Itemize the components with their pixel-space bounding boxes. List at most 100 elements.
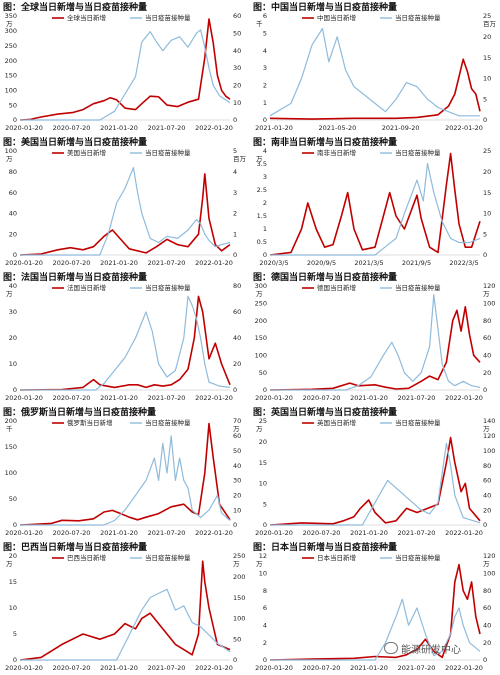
- chart-svg: 图：美国当日新增与当日疫苗接种量 0 20 40 60 80 100 0 1 2 3 4 5 万 百万 202…: [3, 137, 247, 267]
- x-tick-label: 2022/3/5: [449, 259, 478, 267]
- y-left-tick-label: 10: [259, 570, 267, 578]
- y-left-tick-label: 4: [263, 147, 267, 155]
- y-right-tick-label: 20: [233, 491, 241, 499]
- y-left-tick-label: 30: [9, 308, 17, 316]
- y-left-tick-label: 250: [255, 300, 267, 308]
- y-right-tick-label: 20: [233, 82, 241, 90]
- y-right-tick-label: 25: [483, 12, 491, 20]
- y-left-tick-label: 2: [263, 639, 267, 647]
- y-left-tick-label: 0: [13, 116, 17, 124]
- x-tick-label: 2022-01-20: [195, 529, 233, 537]
- legend-label-cases: 南非当日新增: [317, 148, 356, 157]
- y-left-tick-label: 150: [5, 443, 17, 451]
- chart-panel: 图：德国当日新增与当日疫苗接种量 0 50 100 150 200 250 300 0 20 40 6…: [252, 272, 498, 405]
- legend-label-cases: 德国当日新增: [317, 283, 356, 292]
- y-left-unit: 万: [256, 290, 263, 298]
- y-left-tick-label: 4: [263, 622, 267, 630]
- chart-panel: 图：巴西当日新增与当日疫苗接种量 0 5 10 15 20 0 50 100 150 200 250 万…: [2, 542, 248, 675]
- y-left-tick-label: 2: [263, 199, 267, 207]
- y-left-unit: 万: [6, 155, 13, 163]
- y-right-tick-label: 120: [483, 282, 495, 290]
- y-right-tick-label: 5: [483, 95, 487, 103]
- y-right-tick-label: 40: [483, 491, 491, 499]
- chart-title: 图：德国当日新增与当日疫苗接种量: [253, 272, 397, 283]
- chart-title: 图：全球当日新增与当日疫苗接种量: [3, 2, 147, 13]
- y-left-tick-label: 20: [9, 334, 17, 342]
- x-tick-label: 2020-07-20: [53, 259, 91, 267]
- y-right-tick-label: 60: [483, 334, 491, 342]
- series-line-vaccine: [20, 29, 231, 121]
- series-line-vaccine: [20, 435, 231, 526]
- y-left-unit: 千: [256, 19, 263, 28]
- x-tick-label: 2020-07-20: [53, 529, 91, 537]
- y-left-tick-label: 5: [13, 630, 17, 638]
- x-tick-label: 2020-01-20: [5, 394, 43, 402]
- x-tick-label: 2022-01-20: [195, 124, 233, 132]
- x-tick-label: 2021-05-20: [318, 124, 356, 132]
- y-left-tick-label: 6: [263, 604, 267, 612]
- series-line-vaccine: [270, 442, 481, 526]
- legend-label-cases: 俄罗斯当日新增: [67, 418, 113, 427]
- chart-title: 图：英国当日新增与当日疫苗接种量: [253, 407, 397, 418]
- y-right-tick-label: 80: [483, 317, 491, 325]
- y-right-tick-label: 20: [483, 369, 491, 377]
- y-right-tick-label: 20: [483, 33, 491, 41]
- y-left-tick-label: 0: [263, 386, 267, 394]
- y-left-tick-label: 10: [259, 480, 267, 488]
- legend-label-vaccine: 当日疫苗接种量: [145, 13, 191, 22]
- y-left-tick-label: 3.5: [257, 160, 267, 168]
- series-line-cases: [19, 295, 231, 391]
- chart-svg: 图：英国当日新增与当日疫苗接种量 0 5 10 15 20 25 0 20 40 60 80 100 12…: [253, 407, 495, 537]
- y-left-tick-label: 200: [255, 317, 267, 325]
- y-left-tick-label: 40: [9, 282, 17, 290]
- y-right-tick-label: 80: [483, 462, 491, 470]
- legend-label-vaccine: 当日疫苗接种量: [145, 283, 191, 292]
- y-right-tick-label: 80: [483, 587, 491, 595]
- legend-label-cases: 中国当日新增: [317, 13, 356, 22]
- chart-svg: 图：全球当日新增与当日疫苗接种量 0 50 100 150 200 250 300 350 0 10…: [3, 2, 241, 132]
- x-tick-label: 2022-01-20: [445, 664, 483, 672]
- x-tick-label: 2021-07-20: [148, 259, 186, 267]
- chart-title: 图：俄罗斯当日新增与当日疫苗接种量: [3, 407, 156, 418]
- x-tick-label: 2022-01-20: [195, 259, 233, 267]
- x-tick-label: 2022-01-20: [195, 394, 233, 402]
- y-right-unit: 万: [233, 425, 240, 433]
- y-right-tick-label: 25: [483, 147, 491, 155]
- y-right-tick-label: 100: [483, 300, 495, 308]
- series-line-cases: [19, 18, 231, 121]
- legend-label-vaccine: 当日疫苗接种量: [395, 148, 441, 157]
- chart-title: 图：日本当日新增与当日疫苗接种量: [253, 542, 397, 553]
- y-left-tick-label: 2.5: [257, 186, 267, 194]
- y-left-tick-label: 15: [9, 578, 17, 586]
- series-line-vaccine: [20, 588, 231, 661]
- series-line-cases: [269, 305, 481, 391]
- y-right-tick-label: 0: [233, 386, 237, 394]
- y-left-tick-label: 100: [5, 86, 17, 94]
- chart-title: 图：美国当日新增与当日疫苗接种量: [3, 137, 147, 148]
- y-right-tick-label: 5: [233, 147, 237, 155]
- y-right-tick-label: 100: [483, 570, 495, 578]
- y-right-unit: 百万: [233, 155, 247, 163]
- x-tick-label: 2020/9/5: [307, 259, 336, 267]
- y-right-tick-label: 15: [483, 189, 491, 197]
- chart-panel: 图：俄罗斯当日新增与当日疫苗接种量 0 50 100 150 200 0 10 20 30 40 50…: [2, 407, 248, 540]
- x-tick-label: 2021-07-20: [148, 394, 186, 402]
- series-line-cases: [19, 422, 231, 526]
- y-right-tick-label: 100: [483, 447, 495, 455]
- y-right-tick-label: 40: [233, 334, 241, 342]
- x-tick-label: 2021-07-20: [398, 664, 436, 672]
- x-tick-label: 2020/3/5: [259, 259, 288, 267]
- series-line-cases: [19, 560, 231, 661]
- series-line-vaccine: [20, 295, 231, 391]
- y-left-tick-label: 0: [263, 116, 267, 124]
- series-line-cases: [269, 436, 481, 526]
- y-left-tick-label: 25: [259, 417, 267, 425]
- y-right-tick-label: 100: [233, 615, 245, 623]
- x-tick-label: 2022-01-20: [195, 664, 233, 672]
- chart-title: 图：巴西当日新增与当日疫苗接种量: [3, 542, 147, 553]
- y-right-tick-label: 60: [483, 477, 491, 485]
- y-left-tick-label: 20: [9, 230, 17, 238]
- x-tick-label: 2021-07-20: [148, 664, 186, 672]
- y-right-tick-label: 0: [483, 386, 487, 394]
- y-right-tick-label: 20: [483, 168, 491, 176]
